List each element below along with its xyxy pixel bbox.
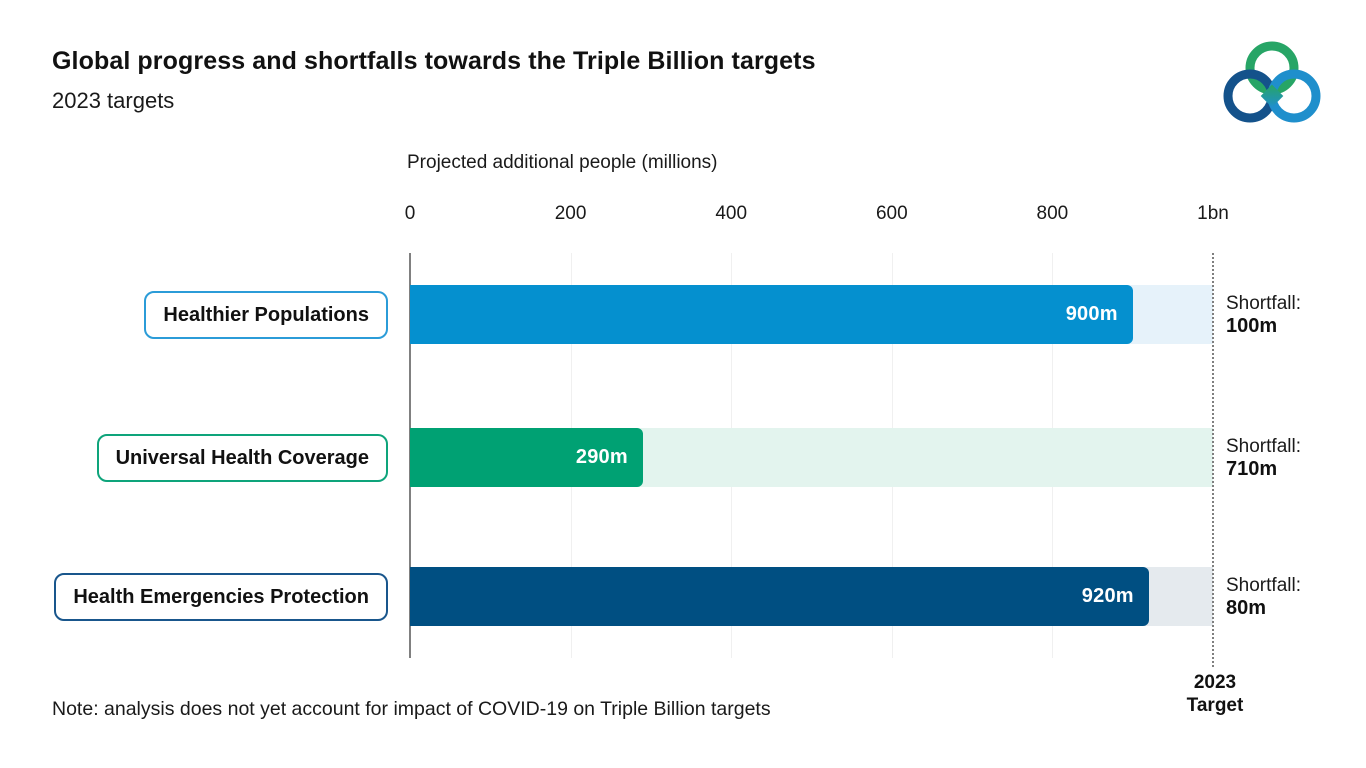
target-line-2023 [1212,253,1214,667]
x-tick: 200 [554,203,587,224]
target-label-year: 2023 [1193,672,1237,693]
x-tick: 600 [875,203,908,224]
category-label: Universal Health Coverage [115,446,369,469]
bar-track-healthier-populations: 900m [410,285,1213,344]
bar-value-label: 290m [575,446,628,468]
x-axis-ticks: 0 200 400 600 800 1bn [405,203,1229,227]
shortfall-title: Shortfall: [1226,293,1301,314]
shortfall-title: Shortfall: [1226,575,1301,596]
category-box-health-emergencies-protection: Health Emergencies Protection [54,573,388,621]
x-tick: 1bn [1197,203,1229,224]
shortfall-universal-health-coverage: Shortfall: 710m [1226,436,1358,480]
target-label-2023: 2023 Target [1153,671,1277,717]
target-label-word: Target [1186,695,1244,716]
x-tick: 400 [715,203,748,224]
shortfall-health-emergencies-protection: Shortfall: 80m [1226,575,1358,619]
bar-health-emergencies-protection: 920m [410,567,1149,626]
x-axis-title: Projected additional people (millions) [407,152,718,173]
shortfall-value: 100m [1226,315,1278,337]
category-box-universal-health-coverage: Universal Health Coverage [96,434,388,482]
triple-billion-logo-icon [1223,41,1321,123]
plot-area: 900m 290m 920m [409,253,1214,667]
category-label: Health Emergencies Protection [73,585,369,608]
bar-value-label: 920m [1081,585,1134,607]
category-label: Healthier Populations [163,303,369,326]
page-title: Global progress and shortfalls towards t… [52,47,816,75]
x-tick: 800 [1036,203,1069,224]
bar-track-health-emergencies-protection: 920m [410,567,1213,626]
footnote: Note: analysis does not yet account for … [52,698,771,720]
category-box-healthier-populations: Healthier Populations [144,291,388,339]
x-tick: 0 [404,203,416,224]
shortfall-title: Shortfall: [1226,436,1301,457]
page-subtitle: 2023 targets [52,88,175,113]
bar-track-universal-health-coverage: 290m [410,428,1213,487]
shortfall-healthier-populations: Shortfall: 100m [1226,293,1358,337]
shortfall-value: 80m [1226,597,1267,619]
bar-healthier-populations: 900m [410,285,1133,344]
shortfall-value: 710m [1226,458,1278,480]
bar-universal-health-coverage: 290m [410,428,643,487]
bar-value-label: 900m [1065,303,1118,325]
